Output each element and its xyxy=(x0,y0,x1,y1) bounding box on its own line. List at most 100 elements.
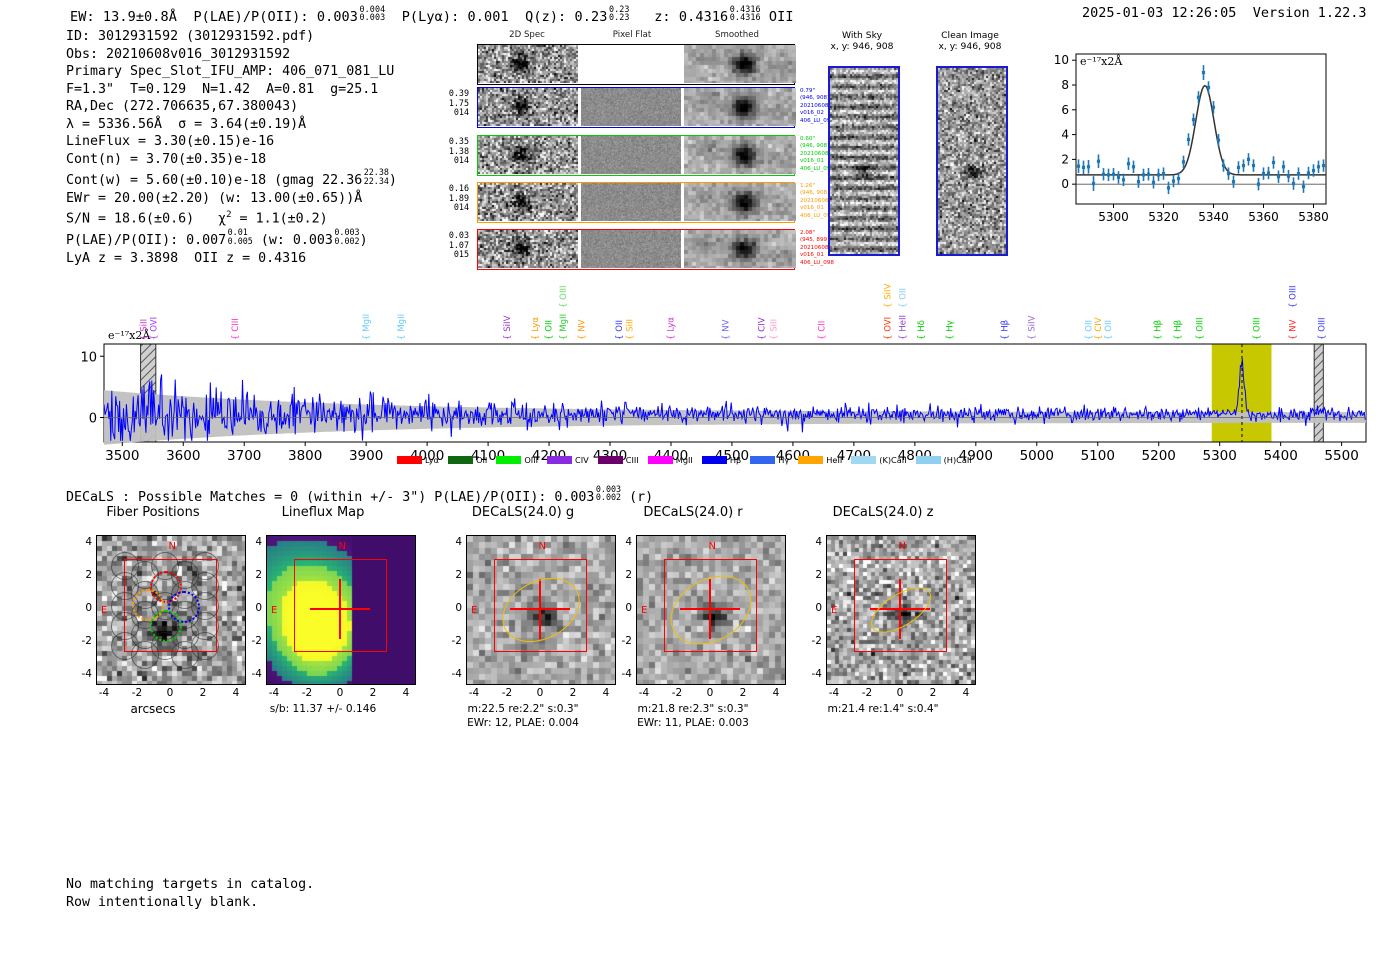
legend-item: HeII xyxy=(798,455,842,465)
y-tick-label: 4 xyxy=(455,536,462,548)
svg-text:3800: 3800 xyxy=(288,448,322,464)
spec2d-cutout xyxy=(478,183,578,222)
image-cutouts: With Sky x, y: 946, 908 Clean Image x, y: 9… xyxy=(818,30,1018,256)
col-title-pixelflat: Pixel Flat xyxy=(612,30,652,40)
x-tick-label: -2 xyxy=(301,687,313,699)
smoothed-cutout xyxy=(684,136,796,175)
y-tick-label: 4 xyxy=(85,536,92,548)
y-tick-label: -4 xyxy=(451,668,462,680)
legend-label: HeII xyxy=(826,455,843,465)
y-tick-label: 0 xyxy=(815,602,822,614)
info-line-id: ID: 3012931592 (3012931592.pdf) xyxy=(66,29,315,44)
svg-text:{ OII: { OII xyxy=(544,320,554,340)
legend-item: MgII xyxy=(647,455,693,465)
decals-header-band: (r) xyxy=(621,489,654,505)
spec2d-row-meta: 0.79" (946, 908) 20210608 v016_02 406_LU_099 xyxy=(800,88,834,124)
panel-title: Lineflux Map xyxy=(281,505,365,520)
clean-image xyxy=(936,66,1008,256)
svg-text:{ Hγ: { Hγ xyxy=(946,320,956,340)
y-tick-label: -2 xyxy=(81,635,92,647)
emission-line-legend: Lyα OII OIII CIV CIII MgII Hβ Hγ HeII (K)CaII (H)C… xyxy=(397,455,981,465)
legend-item: Lyα xyxy=(397,455,439,465)
x-tick-label: -4 xyxy=(468,687,480,699)
x-tick-label: 4 xyxy=(962,687,970,699)
legend-item: CIII xyxy=(597,455,639,465)
cutout-coords: x, y: 946, 908 xyxy=(938,41,1002,52)
decals-header-text: DECaLS : Possible Matches = 0 (within +/… xyxy=(66,489,595,505)
info-line-radec: RA,Dec (272.706635,67.380043) xyxy=(66,99,299,115)
y-tick-label: -4 xyxy=(81,668,92,680)
fiber-circle-highlight-1 xyxy=(132,589,165,622)
legend-label: OII xyxy=(476,455,488,465)
info-line-obs: Obs: 20210608v016_3012931592 xyxy=(66,46,291,62)
svg-text:{ NV: { NV xyxy=(1288,319,1298,340)
svg-text:5500: 5500 xyxy=(1324,448,1358,464)
full-spectrum-plot: 0103500360037003800390040004100420043004… xyxy=(60,282,1380,472)
summary-header: EW: 13.9±0.8Å P(LAE)/P(OII): 0.003 0.004 0… xyxy=(70,5,794,25)
svg-text:5360: 5360 xyxy=(1248,210,1279,224)
pixel-flat-cutout xyxy=(581,183,681,222)
svg-text:2: 2 xyxy=(1061,152,1069,166)
decals-panel-0: Fiber Positions N E 4 2 0 -2 -4 -4 -2 0 2 4 arcsecs xyxy=(62,505,270,720)
y-tick-label: 0 xyxy=(255,602,262,614)
y-tick-label: -4 xyxy=(621,668,632,680)
y-tick-label: 0 xyxy=(625,602,632,614)
spec2d-row-meta: 2.08" (945, 899) 20210608 v016_01 406_LU_098 xyxy=(800,230,834,266)
svg-text:5000: 5000 xyxy=(1020,448,1054,464)
compass-east: E xyxy=(641,604,648,616)
x-tick-label: 2 xyxy=(569,687,577,699)
z-range: 0.4316 0.4316 xyxy=(729,4,761,23)
y-tick-label: 2 xyxy=(815,569,822,581)
x-tick-label: -2 xyxy=(671,687,683,699)
svg-text:{ CIII: { CIII xyxy=(231,318,241,340)
legend-swatch xyxy=(448,456,474,464)
smoothed-cutout xyxy=(684,230,796,269)
svg-text:{ Hβ: { Hβ xyxy=(1154,320,1164,340)
x-tick-label: -2 xyxy=(861,687,873,699)
fiber-circle xyxy=(191,631,220,660)
ew-label: EW: xyxy=(70,8,95,25)
svg-text:{ HeII: { HeII xyxy=(899,315,909,340)
legend-swatch xyxy=(547,456,573,464)
svg-text:5300: 5300 xyxy=(1203,448,1237,464)
svg-text:5340: 5340 xyxy=(1198,210,1229,224)
decals-panel-1: Lineflux Map N E 4 2 0 -2 -4 -4 -2 0 2 4 s/b: 11.37 +… xyxy=(232,505,440,720)
compass-north: N xyxy=(538,541,546,552)
svg-text:{ SiII: { SiII xyxy=(140,319,150,340)
svg-text:4900: 4900 xyxy=(959,448,993,464)
smoothed-cutout xyxy=(684,45,796,84)
y-tick-label: 0 xyxy=(455,602,462,614)
svg-text:{ OII: { OII xyxy=(615,320,625,340)
x-tick-label: -2 xyxy=(501,687,513,699)
svg-text:e⁻¹⁷x2Å: e⁻¹⁷x2Å xyxy=(1080,54,1123,68)
footer-notes: No matching targets in catalog. Row inte… xyxy=(66,876,314,911)
y-tick-label: 4 xyxy=(255,536,262,548)
crosshair-horizontal xyxy=(510,608,570,610)
legend-item: Hβ xyxy=(701,455,741,465)
info-line-lambda: λ = 5336.56Å σ = 3.64(±0.19)Å xyxy=(66,116,307,132)
version-stamp: 2025-01-03 12:26:05 Version 1.22.3 xyxy=(1082,5,1367,21)
y-tick-label: 4 xyxy=(625,536,632,548)
x-tick-label: 2 xyxy=(369,687,377,699)
plae-range: 0.004 0.003 xyxy=(359,4,386,23)
svg-text:0: 0 xyxy=(1061,177,1069,191)
fiber-circle-highlight-2 xyxy=(167,590,200,623)
decals-panel-4: DECaLS(24.0) z N E 4 2 0 -2 -4 -4 -2 0 2 4 m:21.4 re:… xyxy=(792,505,1000,720)
pixel-flat-cutout xyxy=(581,45,681,84)
z-value: 0.4316 xyxy=(678,8,729,25)
fiber-circle-highlight-3 xyxy=(150,609,183,642)
info-line-plae: P(LAE)/P(OII): 0.007 0.01 0.005 (w: 0.003 0… xyxy=(66,227,368,249)
svg-text:{ SiII: { SiII xyxy=(626,319,636,340)
with-sky-image xyxy=(828,66,900,256)
legend-item: OII xyxy=(448,455,487,465)
x-tick-label: -4 xyxy=(98,687,110,699)
version-label: Version 1.22.3 xyxy=(1252,5,1367,21)
svg-text:3600: 3600 xyxy=(166,448,200,464)
legend-item: (H)CaII xyxy=(915,455,972,465)
y-tick-label: 2 xyxy=(255,569,262,581)
svg-text:{ OIII: { OIII xyxy=(1196,317,1206,340)
svg-text:6: 6 xyxy=(1061,103,1069,117)
line-fit-svg: 0 2 4 6 8 10 5300 5320 5340 5360 5380 e⁻¹⁷x2Å xyxy=(1054,53,1329,224)
legend-label: (K)CaII xyxy=(879,455,907,465)
panel-title: DECaLS(24.0) z xyxy=(832,505,934,520)
